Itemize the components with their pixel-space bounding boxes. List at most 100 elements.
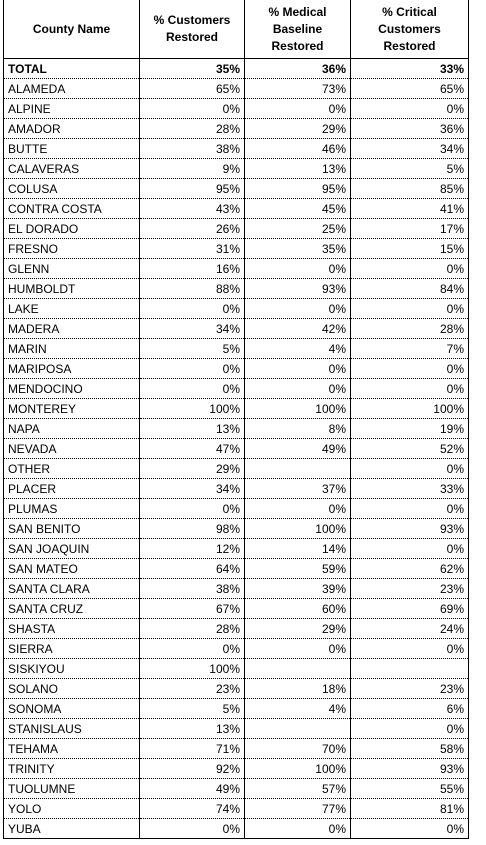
percent-cell: 6% [350,698,469,719]
county-name: TOTAL [3,58,140,79]
table-row: SAN MATEO 64% 59% 62% [3,558,469,579]
percent-cell: 100% [244,398,351,419]
table-row: YUBA 0% 0% 0% [3,818,469,839]
percent-cell: 36% [244,58,351,79]
percent-cell: 0% [244,378,351,399]
percent-cell: 29% [244,618,351,639]
table-row: HUMBOLDT 88% 93% 84% [3,278,469,299]
percent-cell: 100% [244,758,351,779]
percent-cell: 18% [244,678,351,699]
percent-cell: 25% [244,218,351,239]
percent-cell: 0% [244,638,351,659]
county-name: TEHAMA [3,738,140,759]
table-row: MENDOCINO 0% 0% 0% [3,378,469,399]
county-name: NAPA [3,418,140,439]
percent-cell: 5% [139,698,245,719]
column-header: % Customers Restored [139,0,245,59]
table-row: SISKIYOU 100% [3,658,469,679]
percent-cell: 26% [139,218,245,239]
percent-cell: 13% [244,158,351,179]
percent-cell: 67% [139,598,245,619]
table-row: LAKE 0% 0% 0% [3,298,469,319]
percent-cell: 65% [350,78,469,99]
table-row: EL DORADO 26% 25% 17% [3,218,469,239]
percent-cell: 0% [139,98,245,119]
percent-cell: 33% [350,478,469,499]
percent-cell: 16% [139,258,245,279]
county-name: SOLANO [3,678,140,699]
county-name: SAN BENITO [3,518,140,539]
percent-cell: 0% [139,358,245,379]
percent-cell: 4% [244,698,351,719]
percent-cell: 65% [139,78,245,99]
county-name: TRINITY [3,758,140,779]
percent-cell: 49% [244,438,351,459]
percent-cell: 73% [244,78,351,99]
table-row: TEHAMA 71% 70% 58% [3,738,469,759]
table-row: MONTEREY 100% 100% 100% [3,398,469,419]
percent-cell: 4% [244,338,351,359]
percent-cell: 17% [350,218,469,239]
county-name: EL DORADO [3,218,140,239]
table-body: TOTAL 35% 36% 33% ALAMEDA 65% 73% 65% ALPINE 0% 0%… [3,58,469,839]
percent-cell: 34% [139,478,245,499]
county-name: SANTA CRUZ [3,598,140,619]
table-row: MADERA 34% 42% 28% [3,318,469,339]
county-name: GLENN [3,258,140,279]
percent-cell: 0% [244,98,351,119]
table-row: ALAMEDA 65% 73% 65% [3,78,469,99]
percent-cell: 15% [350,238,469,259]
percent-cell: 0% [350,258,469,279]
percent-cell: 35% [139,58,245,79]
table-row: FRESNO 31% 35% 15% [3,238,469,259]
table-row: NEVADA 47% 49% 52% [3,438,469,459]
percent-cell [244,458,351,479]
percent-cell: 28% [139,618,245,639]
percent-cell: 98% [139,518,245,539]
percent-cell: 0% [244,298,351,319]
county-name: BUTTE [3,138,140,159]
county-name: LAKE [3,298,140,319]
percent-cell: 69% [350,598,469,619]
percent-cell: 23% [350,678,469,699]
column-header: % Critical Customers Restored [350,0,469,59]
table-row: ALPINE 0% 0% 0% [3,98,469,119]
percent-cell: 0% [139,298,245,319]
percent-cell: 34% [350,138,469,159]
percent-cell: 34% [139,318,245,339]
percent-cell: 23% [350,578,469,599]
county-name: SIERRA [3,638,140,659]
percent-cell: 0% [350,358,469,379]
percent-cell: 43% [139,198,245,219]
table-row: MARIN 5% 4% 7% [3,338,469,359]
percent-cell: 100% [139,398,245,419]
percent-cell: 0% [139,638,245,659]
percent-cell: 9% [139,158,245,179]
percent-cell: 55% [350,778,469,799]
percent-cell: 28% [139,118,245,139]
percent-cell: 58% [350,738,469,759]
table-row: TOTAL 35% 36% 33% [3,58,469,79]
percent-cell: 35% [244,238,351,259]
county-name: PLUMAS [3,498,140,519]
percent-cell: 60% [244,598,351,619]
table-row: SAN BENITO 98% 100% 93% [3,518,469,539]
percent-cell: 59% [244,558,351,579]
county-name: MENDOCINO [3,378,140,399]
percent-cell [244,718,351,739]
table-row: NAPA 13% 8% 19% [3,418,469,439]
percent-cell: 0% [350,298,469,319]
percent-cell: 14% [244,538,351,559]
percent-cell: 0% [244,818,351,839]
percent-cell: 0% [139,378,245,399]
percent-cell: 37% [244,478,351,499]
county-name: MONTEREY [3,398,140,419]
percent-cell: 5% [350,158,469,179]
county-name: YUBA [3,818,140,839]
percent-cell: 71% [139,738,245,759]
table-row: TUOLUMNE 49% 57% 55% [3,778,469,799]
percent-cell: 0% [244,258,351,279]
percent-cell: 0% [244,358,351,379]
table-row: COLUSA 95% 95% 85% [3,178,469,199]
